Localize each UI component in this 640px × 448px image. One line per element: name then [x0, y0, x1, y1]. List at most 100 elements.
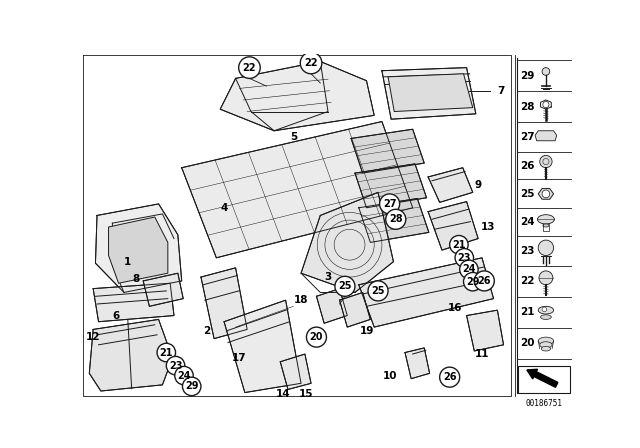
- Text: 2: 2: [203, 326, 210, 336]
- Text: 00186751: 00186751: [525, 399, 563, 408]
- Text: 8: 8: [132, 274, 140, 284]
- Text: 9: 9: [474, 180, 481, 190]
- Bar: [518, 366, 570, 392]
- Text: 13: 13: [481, 222, 495, 232]
- Text: 19: 19: [359, 326, 374, 336]
- Circle shape: [460, 260, 478, 279]
- Circle shape: [239, 57, 260, 78]
- Text: 25: 25: [520, 189, 535, 199]
- Polygon shape: [301, 192, 394, 293]
- Polygon shape: [340, 293, 371, 327]
- Polygon shape: [467, 310, 504, 351]
- Polygon shape: [535, 131, 557, 141]
- Circle shape: [542, 190, 550, 198]
- Text: 23: 23: [458, 253, 471, 263]
- Circle shape: [368, 281, 388, 301]
- Circle shape: [542, 68, 550, 75]
- Polygon shape: [316, 289, 348, 323]
- Ellipse shape: [541, 346, 550, 351]
- Text: 29: 29: [185, 381, 198, 392]
- Text: 22: 22: [243, 63, 256, 73]
- Circle shape: [542, 307, 547, 312]
- Text: 7: 7: [497, 86, 505, 96]
- FancyArrow shape: [527, 369, 558, 387]
- Polygon shape: [382, 68, 476, 119]
- Polygon shape: [93, 283, 174, 322]
- Circle shape: [455, 249, 474, 267]
- Text: 28: 28: [389, 214, 403, 224]
- Polygon shape: [405, 348, 429, 379]
- Text: 1: 1: [124, 257, 131, 267]
- Text: 21: 21: [452, 240, 466, 250]
- Text: 26: 26: [443, 372, 456, 382]
- Text: 12: 12: [86, 332, 100, 342]
- Text: 22: 22: [304, 58, 318, 68]
- Ellipse shape: [538, 306, 554, 314]
- Polygon shape: [359, 198, 429, 242]
- Text: 18: 18: [294, 295, 308, 305]
- Ellipse shape: [538, 215, 554, 224]
- Polygon shape: [201, 268, 247, 339]
- Polygon shape: [388, 74, 473, 112]
- Text: 14: 14: [276, 389, 291, 399]
- Text: 26: 26: [520, 161, 535, 171]
- Circle shape: [538, 240, 554, 255]
- Ellipse shape: [540, 342, 552, 348]
- Text: 15: 15: [299, 389, 314, 399]
- Text: 24: 24: [462, 264, 476, 274]
- Circle shape: [386, 209, 406, 229]
- Text: 21: 21: [159, 348, 173, 358]
- Circle shape: [335, 276, 355, 296]
- Text: 10: 10: [382, 370, 397, 381]
- Polygon shape: [280, 354, 311, 389]
- Polygon shape: [359, 258, 493, 327]
- Ellipse shape: [543, 224, 549, 227]
- Polygon shape: [428, 202, 478, 250]
- Circle shape: [166, 356, 185, 375]
- Circle shape: [175, 366, 193, 385]
- Polygon shape: [428, 168, 473, 202]
- Polygon shape: [220, 61, 374, 131]
- Ellipse shape: [541, 315, 551, 319]
- Polygon shape: [109, 217, 168, 283]
- Circle shape: [540, 155, 552, 168]
- Text: 20: 20: [520, 338, 535, 348]
- Text: 23: 23: [169, 361, 182, 370]
- Circle shape: [307, 327, 326, 347]
- Polygon shape: [224, 300, 301, 392]
- Text: 24: 24: [177, 370, 191, 381]
- Text: 27: 27: [383, 199, 396, 209]
- Circle shape: [300, 52, 322, 74]
- Text: 28: 28: [520, 102, 535, 112]
- Text: 3: 3: [324, 272, 332, 282]
- Text: 26: 26: [477, 276, 491, 286]
- Text: 6: 6: [113, 310, 120, 321]
- Text: 24: 24: [520, 217, 535, 227]
- Text: 11: 11: [475, 349, 489, 359]
- Text: 17: 17: [232, 353, 247, 363]
- Text: 25: 25: [338, 281, 352, 291]
- Circle shape: [539, 271, 553, 285]
- Polygon shape: [355, 164, 427, 208]
- Polygon shape: [143, 273, 183, 306]
- Text: 29: 29: [520, 71, 535, 81]
- Circle shape: [182, 377, 201, 396]
- Ellipse shape: [538, 337, 554, 345]
- Polygon shape: [95, 204, 182, 293]
- Text: 21: 21: [520, 307, 535, 317]
- Text: 16: 16: [448, 303, 462, 313]
- Polygon shape: [182, 121, 413, 258]
- Circle shape: [380, 194, 399, 214]
- Text: 5: 5: [290, 132, 297, 142]
- Text: 25: 25: [371, 286, 385, 296]
- Text: 27: 27: [520, 132, 535, 142]
- Circle shape: [474, 271, 494, 291]
- Polygon shape: [90, 319, 172, 391]
- Text: 20: 20: [310, 332, 323, 342]
- Polygon shape: [351, 129, 424, 173]
- Text: 4: 4: [220, 203, 228, 213]
- Circle shape: [450, 236, 468, 254]
- Circle shape: [440, 367, 460, 387]
- Circle shape: [157, 343, 175, 362]
- Text: 23: 23: [520, 246, 535, 256]
